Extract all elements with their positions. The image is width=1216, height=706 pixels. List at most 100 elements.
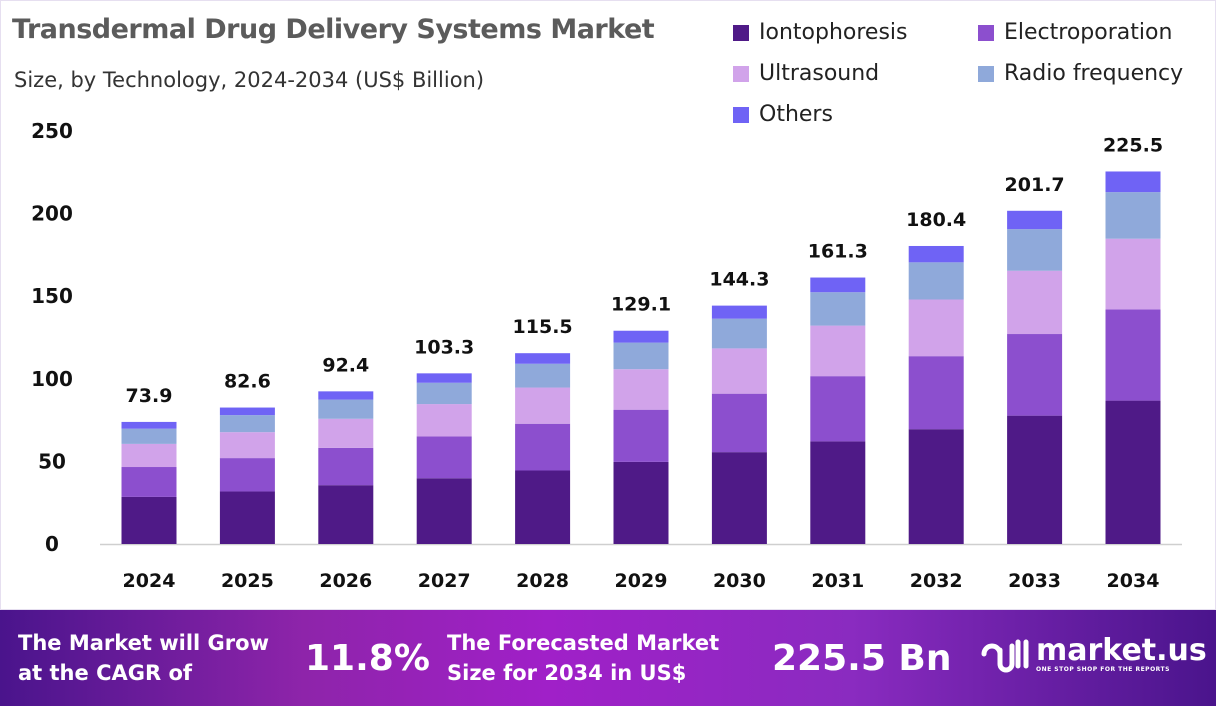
x-tick-label: 2032 (910, 570, 963, 592)
cagr-label-line1: The Market will Grow (18, 631, 269, 655)
bar-segment-radio-frequency-2028 (515, 363, 571, 388)
market-us-logo[interactable]: market.us ONE STOP SHOP FOR THE REPORTS (980, 632, 1207, 676)
bar-segment-ultrasound-2029 (613, 369, 669, 410)
bar-segment-ultrasound-2027 (416, 404, 472, 437)
bar-segment-iontophoresis-2024 (121, 496, 177, 544)
bar-segment-radio-frequency-2030 (711, 318, 767, 349)
legend-label: Others (759, 102, 833, 127)
bar-segment-radio-frequency-2031 (810, 292, 866, 326)
bar-segment-others-2034 (1105, 171, 1161, 193)
bar-segment-radio-frequency-2032 (908, 262, 964, 300)
bar-segment-ultrasound-2032 (908, 299, 964, 357)
y-tick-label: 250 (31, 119, 73, 143)
legend-label: Radio frequency (1004, 61, 1184, 86)
brand-tagline: ONE STOP SHOP FOR THE REPORTS (1036, 665, 1170, 673)
bar-segment-others-2024 (121, 421, 177, 429)
y-tick-label: 100 (31, 367, 73, 391)
x-tick-label: 2033 (1008, 570, 1061, 592)
bar-segment-ultrasound-2024 (121, 443, 177, 468)
bar-segment-radio-frequency-2026 (318, 399, 374, 419)
bar-segment-ultrasound-2031 (810, 325, 866, 377)
bar-segment-others-2030 (711, 305, 767, 319)
bar-segment-radio-frequency-2027 (416, 382, 472, 405)
forecast-value: 225.5 Bn (772, 638, 952, 679)
legend-swatch (978, 65, 994, 82)
bar-segment-electroporation-2032 (908, 356, 964, 430)
bar-segment-others-2031 (810, 277, 866, 293)
chart-subtitle: Size, by Technology, 2024-2034 (US$ Bill… (14, 68, 485, 92)
bar-segment-iontophoresis-2031 (810, 441, 866, 544)
legend-swatch (733, 24, 749, 41)
bar-segment-others-2026 (318, 391, 374, 400)
bar-segment-others-2028 (515, 353, 571, 364)
x-tick-label: 2030 (713, 570, 766, 592)
bar-segment-electroporation-2029 (613, 409, 669, 462)
chart-title: Transdermal Drug Delivery Systems Market (12, 14, 655, 45)
brand-name: market.us (1036, 632, 1207, 668)
forecast-label-line1: The Forecasted Market (447, 631, 720, 655)
legend-item-ultrasound: Ultrasound (733, 61, 879, 86)
bar-segment-radio-frequency-2034 (1105, 192, 1161, 239)
bar-segment-iontophoresis-2032 (908, 429, 964, 544)
bar-segment-ultrasound-2034 (1105, 238, 1161, 310)
bar-segment-electroporation-2030 (711, 393, 767, 453)
bar-segment-electroporation-2031 (810, 376, 866, 442)
total-data-label: 180.4 (906, 209, 966, 231)
bar-segment-others-2025 (219, 407, 275, 416)
x-tick-label: 2026 (319, 570, 372, 592)
bar-segment-radio-frequency-2029 (613, 342, 669, 370)
bar-segment-iontophoresis-2027 (416, 478, 472, 544)
x-tick-label: 2025 (221, 570, 274, 592)
legend-swatch (733, 106, 749, 123)
bar-segment-electroporation-2024 (121, 467, 177, 497)
y-tick-label: 200 (31, 202, 73, 226)
bar-segment-radio-frequency-2033 (1007, 229, 1063, 271)
bar-segment-electroporation-2026 (318, 447, 374, 486)
cagr-label-line2: at the CAGR of (18, 661, 193, 685)
total-data-label: 82.6 (224, 371, 271, 393)
total-data-label: 73.9 (126, 385, 173, 407)
bar-segment-others-2027 (416, 373, 472, 383)
bar-segment-electroporation-2025 (219, 458, 275, 492)
legend-label: Iontophoresis (759, 20, 908, 45)
bar-segment-ultrasound-2033 (1007, 270, 1063, 335)
summary-banner: The Market will Grow at the CAGR of 11.8… (0, 610, 1216, 706)
cagr-value: 11.8% (305, 638, 430, 679)
x-tick-label: 2027 (418, 570, 471, 592)
total-data-label: 161.3 (808, 241, 868, 263)
bar-segment-iontophoresis-2026 (318, 485, 374, 544)
bar-segment-ultrasound-2026 (318, 418, 374, 448)
total-data-label: 201.7 (1005, 174, 1065, 196)
bar-segment-others-2033 (1007, 210, 1063, 230)
bar-segment-iontophoresis-2028 (515, 470, 571, 544)
bar-segment-electroporation-2028 (515, 423, 571, 471)
bar-segment-electroporation-2033 (1007, 334, 1063, 416)
bar-segment-iontophoresis-2030 (711, 452, 767, 544)
x-tick-label: 2034 (1107, 570, 1160, 592)
total-data-label: 115.5 (513, 316, 573, 338)
legend-swatch (733, 65, 749, 82)
bar-segment-iontophoresis-2033 (1007, 415, 1063, 544)
bar-segment-ultrasound-2025 (219, 432, 275, 459)
bar-segment-ultrasound-2028 (515, 387, 571, 424)
bar-segment-radio-frequency-2024 (121, 428, 177, 444)
total-data-label: 129.1 (611, 294, 671, 316)
x-tick-label: 2024 (123, 570, 176, 592)
legend-item-iontophoresis: Iontophoresis (733, 20, 907, 45)
bar-segment-iontophoresis-2029 (613, 461, 669, 544)
stacked-bar-chart: 0 50 100 150 200 250 73.9 2024 82.6 2025 92.4 2026 1… (31, 119, 1182, 592)
bar-segment-others-2029 (613, 330, 669, 343)
bar-segment-iontophoresis-2034 (1105, 400, 1161, 544)
bar-segment-electroporation-2027 (416, 436, 472, 479)
x-tick-label: 2029 (615, 570, 668, 592)
total-data-label: 144.3 (709, 269, 769, 291)
legend-item-electroporation: Electroporation (978, 20, 1172, 45)
y-tick-label: 0 (45, 532, 59, 556)
bar-segment-ultrasound-2030 (711, 348, 767, 394)
x-tick-label: 2028 (516, 570, 569, 592)
bar-segment-radio-frequency-2025 (219, 415, 275, 433)
total-data-label: 225.5 (1103, 134, 1163, 156)
legend-label: Electroporation (1004, 20, 1173, 45)
total-data-label: 92.4 (322, 354, 369, 376)
y-tick-label: 50 (38, 449, 66, 473)
